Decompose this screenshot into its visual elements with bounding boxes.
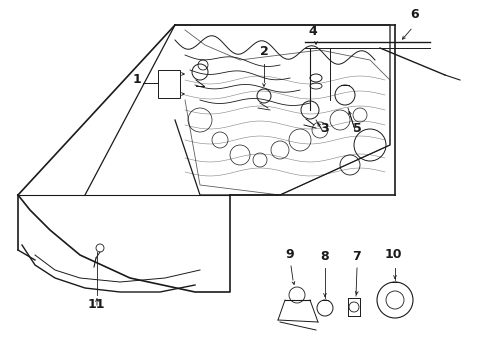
Text: 1: 1 <box>133 73 142 86</box>
Text: 3: 3 <box>320 122 329 135</box>
Text: 5: 5 <box>353 122 362 135</box>
Text: 7: 7 <box>352 250 361 263</box>
Text: 8: 8 <box>320 250 329 263</box>
Text: 6: 6 <box>410 8 418 21</box>
Text: 4: 4 <box>308 25 317 38</box>
Text: 10: 10 <box>385 248 402 261</box>
Bar <box>158 70 180 98</box>
Text: 9: 9 <box>285 248 294 261</box>
Text: 2: 2 <box>260 45 269 58</box>
Text: 11: 11 <box>88 298 105 311</box>
